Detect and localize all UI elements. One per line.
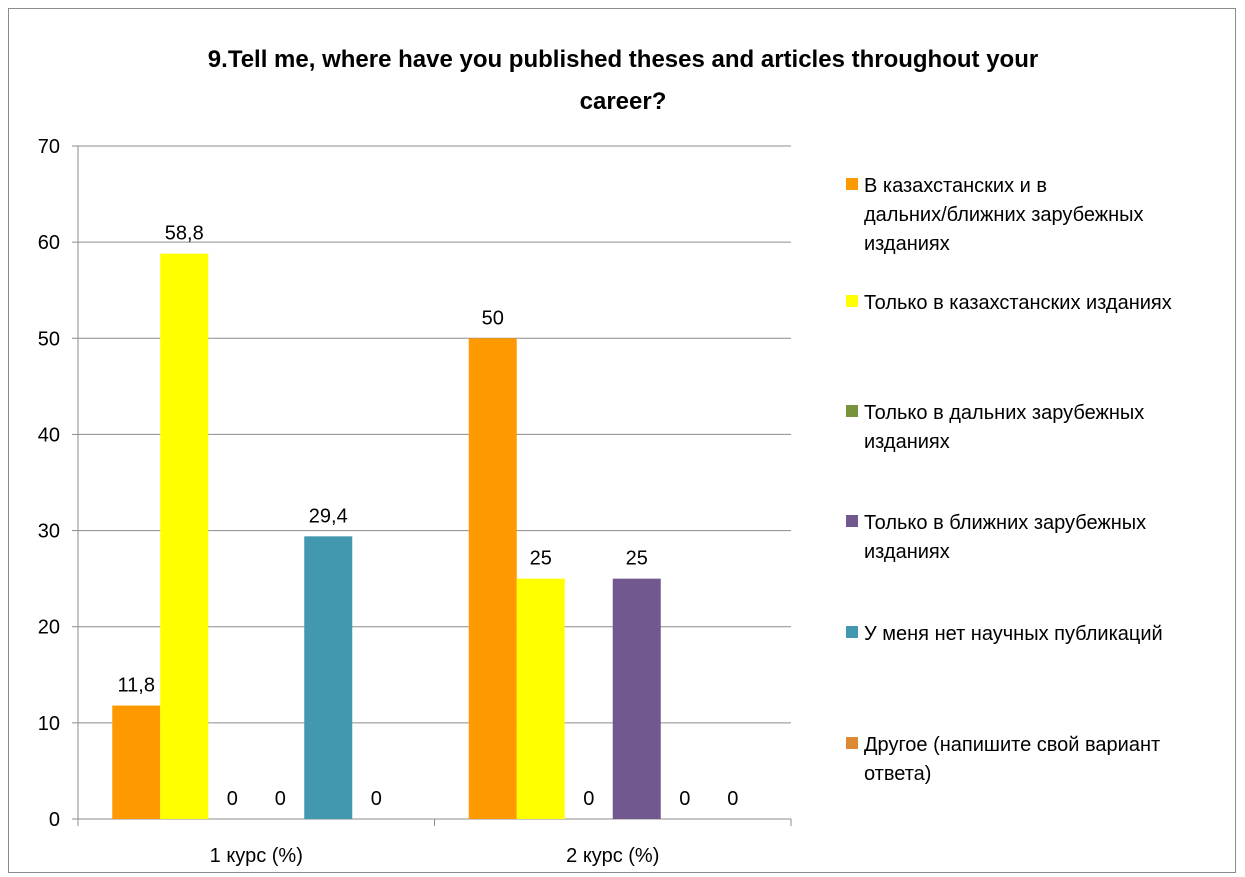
legend-label-line: В казахстанских и в <box>864 175 1047 197</box>
chart-frame: 9.Tell me, where have you published thes… <box>8 8 1236 873</box>
chart-title-line-2: career? <box>579 88 667 115</box>
y-tick-label: 20 <box>38 617 60 639</box>
legend-label-line: изданиях <box>864 541 950 563</box>
bar <box>160 253 209 819</box>
legend-label: Другое (напишите свой вариант ответа) <box>864 731 1234 789</box>
bar <box>468 338 517 819</box>
chart-title: 9.Tell me, where have you published thes… <box>9 39 1237 123</box>
data-label: 0 <box>679 788 690 810</box>
legend-label: В казахстанских и в дальних/ближних заруб… <box>864 172 1234 259</box>
y-tick-label: 0 <box>49 809 60 831</box>
legend-swatch <box>846 405 858 417</box>
legend-label-line: изданиях <box>864 233 950 255</box>
legend-swatch <box>846 178 858 190</box>
data-label: 58,8 <box>165 223 204 245</box>
y-tick-label: 40 <box>38 424 60 446</box>
bar <box>612 578 661 819</box>
legend-swatch <box>846 626 858 638</box>
legend-label-line: У меня нет научных публикаций <box>864 623 1163 645</box>
data-label: 50 <box>482 307 504 329</box>
data-label: 25 <box>530 548 552 570</box>
legend-label-line: Только в казахстанских изданиях <box>864 292 1172 314</box>
legend-label-line: Другое (напишите свой вариант <box>864 734 1161 756</box>
legend-label-line: изданиях <box>864 431 950 453</box>
x-tick-label: 2 курс (%) <box>566 845 659 867</box>
data-label: 29,4 <box>309 505 348 527</box>
data-label: 25 <box>626 548 648 570</box>
legend-swatch <box>846 295 858 307</box>
plot-area: 0 10 20 30 40 50 60 70 1 курс (%) 2 курс (%) 11,8 5… <box>38 136 792 867</box>
chart-title-line-1: 9.Tell me, where have you published thes… <box>207 46 1039 73</box>
data-label: 11,8 <box>118 675 155 697</box>
legend-label-line: Только в дальних зарубежных <box>864 402 1145 424</box>
x-tick-label: 1 курс (%) <box>210 845 303 867</box>
bar <box>516 578 565 819</box>
y-tick-label: 10 <box>38 713 60 735</box>
legend-label-line: дальних/ближних зарубежных <box>864 204 1144 226</box>
y-tick-label: 60 <box>38 232 60 254</box>
legend-label-line: Только в ближних зарубежных <box>864 512 1147 534</box>
y-tick-label: 50 <box>38 328 60 350</box>
data-label: 0 <box>371 788 382 810</box>
y-tick-label: 70 <box>38 136 60 158</box>
legend-swatch <box>846 515 858 527</box>
data-label: 0 <box>727 788 738 810</box>
legend-label: У меня нет научных публикаций <box>864 620 1234 649</box>
data-label: 0 <box>275 788 286 810</box>
bar <box>112 705 161 819</box>
legend-label: Только в ближних зарубежных изданиях <box>864 509 1234 567</box>
y-tick-label: 30 <box>38 521 60 543</box>
data-label: 0 <box>227 788 238 810</box>
legend-label: Только в казахстанских изданиях <box>864 289 1234 318</box>
legend-label-line: ответа) <box>864 763 932 785</box>
legend-label: Только в дальних зарубежных изданиях <box>864 399 1234 457</box>
legend-swatch <box>846 737 858 749</box>
data-label: 0 <box>583 788 594 810</box>
bar <box>304 536 353 819</box>
